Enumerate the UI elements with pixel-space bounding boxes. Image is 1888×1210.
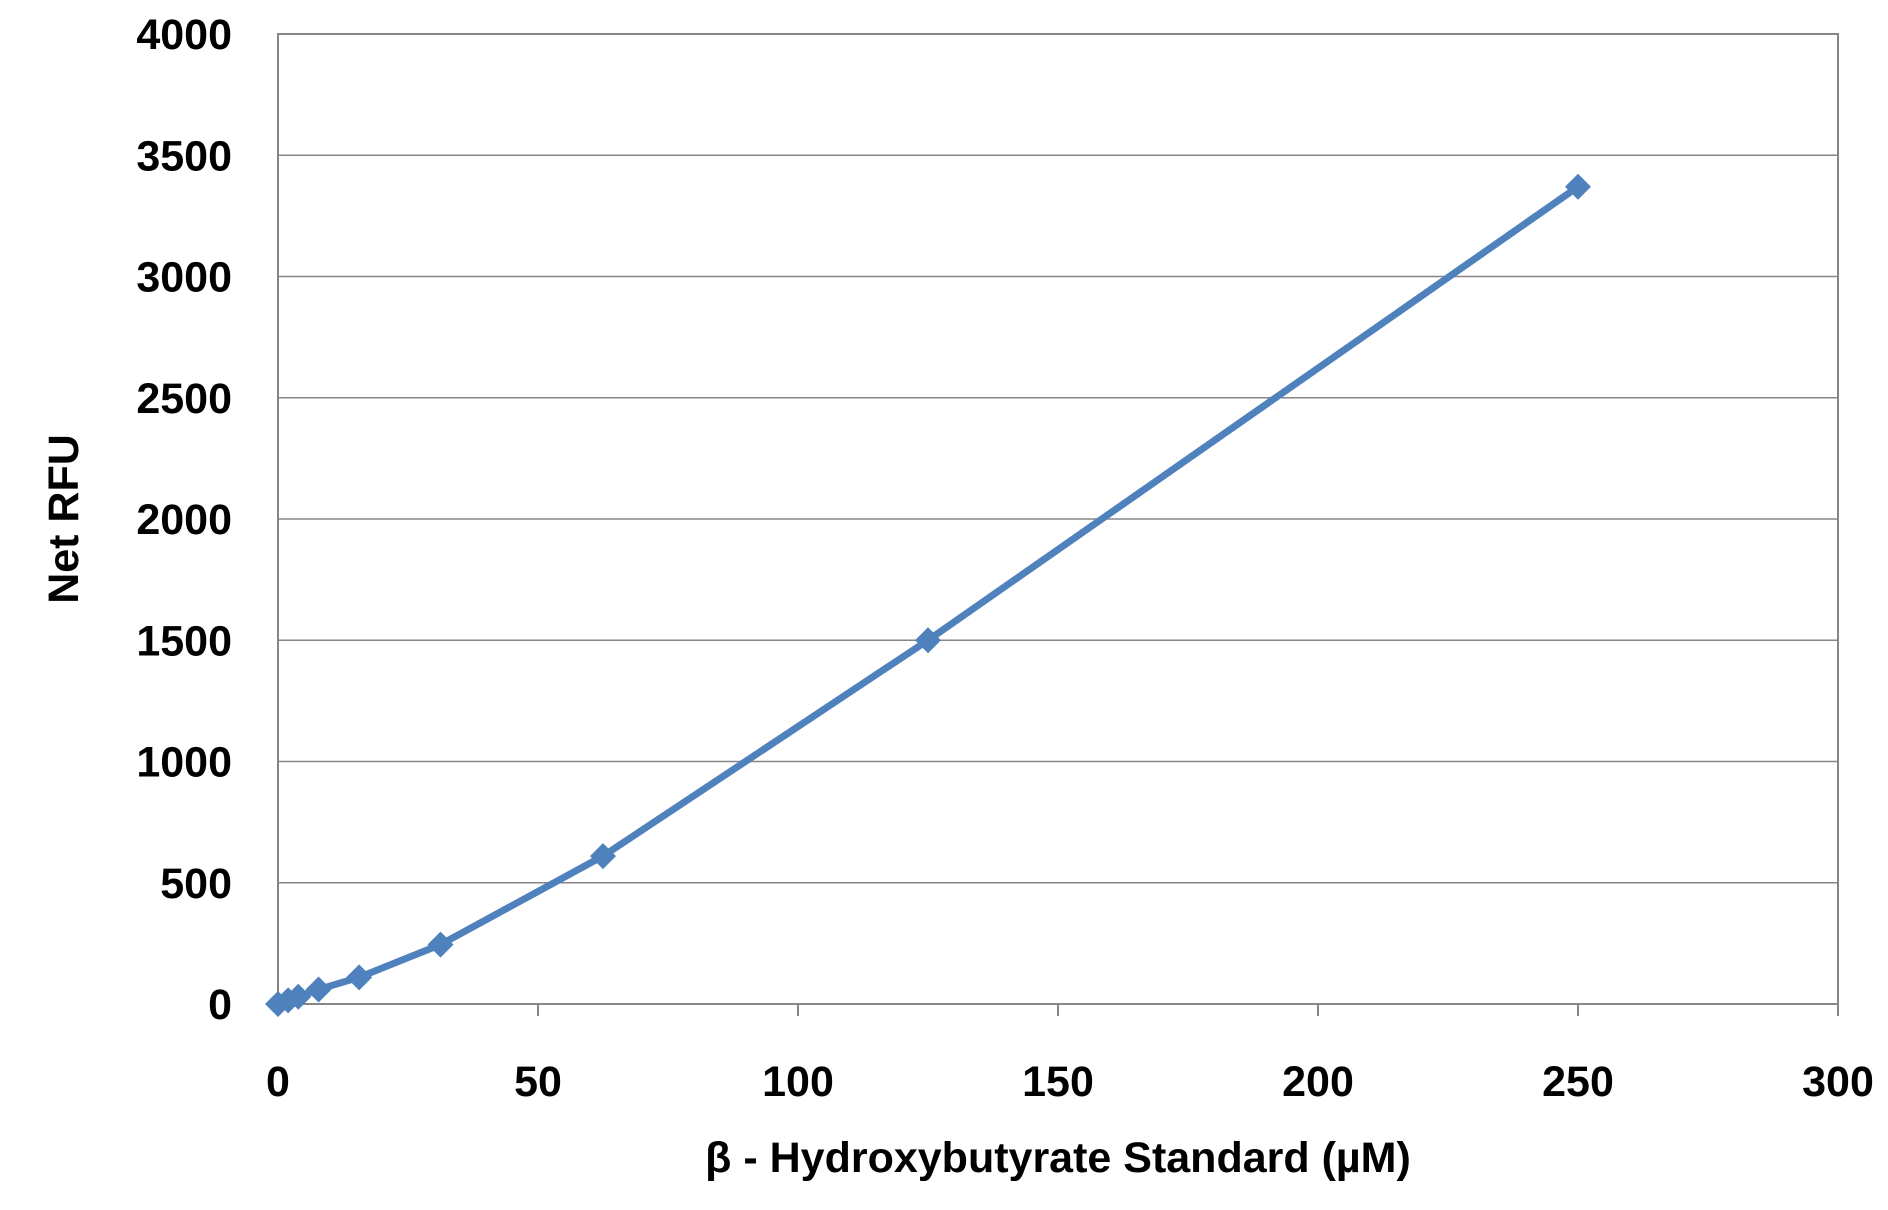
y-tick-label: 3000 — [136, 254, 232, 302]
data-point-marker — [427, 931, 454, 958]
y-tick-label: 2000 — [136, 496, 232, 544]
x-tick-label: 150 — [1022, 1058, 1094, 1106]
y-tick-label: 4000 — [136, 11, 232, 59]
y-axis-tick-labels: 0 500 1000 1500 2000 2500 3000 3500 4000 — [136, 11, 232, 1029]
series-line — [274, 183, 1582, 1008]
data-point-marker — [346, 964, 373, 991]
y-tick-label: 0 — [208, 981, 232, 1029]
x-tick-label: 200 — [1282, 1058, 1354, 1106]
x-tick-label: 50 — [514, 1058, 562, 1106]
x-tick-label: 0 — [266, 1058, 290, 1106]
data-point-marker — [305, 976, 332, 1003]
x-tick-label: 100 — [762, 1058, 834, 1106]
y-tick-label: 500 — [160, 860, 232, 908]
x-tick-label: 300 — [1802, 1058, 1874, 1106]
data-point-marker — [590, 843, 616, 870]
x-axis-ticks — [277, 1004, 1839, 1016]
y-tick-label: 3500 — [136, 132, 232, 180]
x-axis-tick-labels: 0 50 100 150 200 250 300 — [266, 1058, 1874, 1106]
data-point-marker — [1565, 173, 1591, 200]
y-axis-title: Net RFU — [40, 434, 88, 604]
x-tick-label: 250 — [1542, 1058, 1614, 1106]
gridlines — [278, 33, 1838, 884]
y-tick-label: 2500 — [136, 375, 232, 423]
data-point-marker — [915, 627, 941, 654]
y-tick-label: 1000 — [136, 739, 232, 787]
data-point-marker — [285, 983, 312, 1010]
y-tick-label: 1500 — [136, 617, 232, 665]
x-axis-title: β - Hydroxybutyrate Standard (µM) — [705, 1134, 1411, 1182]
series — [265, 173, 1591, 1017]
